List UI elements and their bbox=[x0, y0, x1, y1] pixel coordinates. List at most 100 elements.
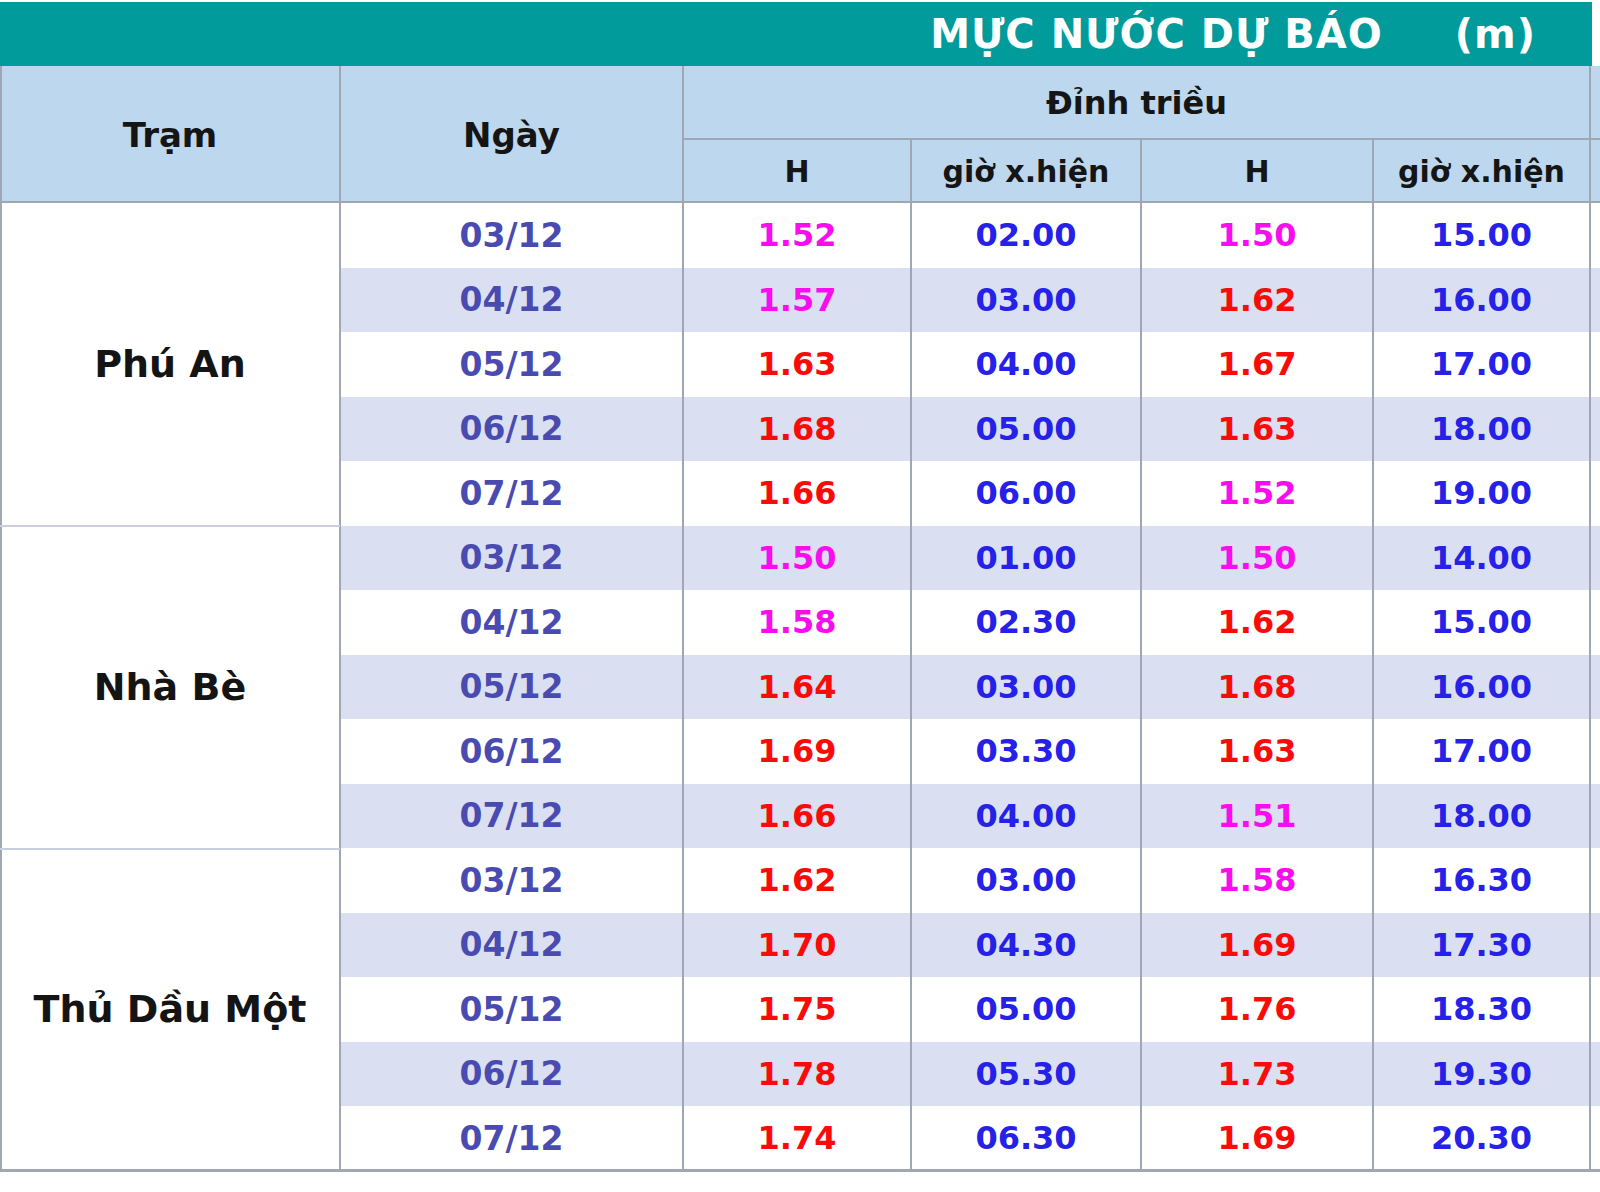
h1-value-cell: 1.78 bbox=[683, 1042, 911, 1107]
header-bottom-border bbox=[0, 201, 1600, 203]
date-cell: 03/12 bbox=[340, 526, 683, 591]
h2-value-cell: 1.67 bbox=[1141, 332, 1373, 397]
h2-value-cell: 1.62 bbox=[1141, 590, 1373, 655]
h2-value-cell: 1.50 bbox=[1141, 526, 1373, 591]
date-cell: 07/12 bbox=[340, 461, 683, 526]
time2-cell: 19.30 bbox=[1373, 1042, 1590, 1107]
time1-cell: 04.30 bbox=[911, 913, 1141, 978]
time1-cell: 04.00 bbox=[911, 784, 1141, 849]
water-level-forecast-table: MỰC NƯỚC DỰ BÁO (m) Trạm Ngày Đỉnh triều… bbox=[0, 0, 1600, 1192]
table-right-border bbox=[1589, 66, 1591, 1171]
time2-cell: 19.00 bbox=[1373, 461, 1590, 526]
date-cell: 05/12 bbox=[340, 655, 683, 720]
time2-cell: 14.00 bbox=[1373, 526, 1590, 591]
time2-cell: 15.00 bbox=[1373, 590, 1590, 655]
station-name-cell: Phú An bbox=[0, 203, 340, 526]
time2-cell: 16.30 bbox=[1373, 848, 1590, 913]
table-grid: Trạm Ngày Đỉnh triều H giờ x.hiện H giờ … bbox=[0, 66, 1600, 1171]
time1-cell: 03.30 bbox=[911, 719, 1141, 784]
table-bottom-border bbox=[0, 1169, 1600, 1172]
h2-value-cell: 1.52 bbox=[1141, 461, 1373, 526]
time2-cell: 18.00 bbox=[1373, 397, 1590, 462]
tide-peak-underline bbox=[682, 138, 1600, 140]
time1-cell: 04.00 bbox=[911, 332, 1141, 397]
date-cell: 04/12 bbox=[340, 268, 683, 333]
time1-cell: 03.00 bbox=[911, 655, 1141, 720]
time2-cell: 17.30 bbox=[1373, 913, 1590, 978]
date-cell: 05/12 bbox=[340, 332, 683, 397]
column-header-time-2: giờ x.hiện bbox=[1373, 139, 1590, 203]
time1-cell: 02.00 bbox=[911, 203, 1141, 268]
date-cell: 03/12 bbox=[340, 848, 683, 913]
station-name-cell: Thủ Dầu Một bbox=[0, 848, 340, 1171]
time1-cell: 05.30 bbox=[911, 1042, 1141, 1107]
table-left-border bbox=[0, 66, 2, 1171]
time1-cell: 03.00 bbox=[911, 268, 1141, 333]
column-header-tide-peak: Đỉnh triều bbox=[683, 66, 1590, 139]
h1-value-cell: 1.58 bbox=[683, 590, 911, 655]
title-bar: MỰC NƯỚC DỰ BÁO (m) bbox=[0, 2, 1592, 66]
time2-cell: 15.00 bbox=[1373, 203, 1590, 268]
date-cell: 07/12 bbox=[340, 784, 683, 849]
h2-value-cell: 1.69 bbox=[1141, 1106, 1373, 1171]
time2-cell: 16.00 bbox=[1373, 268, 1590, 333]
page-title: MỰC NƯỚC DỰ BÁO bbox=[930, 11, 1383, 57]
time1-cell: 06.00 bbox=[911, 461, 1141, 526]
h1-value-cell: 1.68 bbox=[683, 397, 911, 462]
column-divider bbox=[1372, 139, 1374, 1171]
time1-cell: 03.00 bbox=[911, 848, 1141, 913]
date-cell: 06/12 bbox=[340, 719, 683, 784]
h2-value-cell: 1.63 bbox=[1141, 397, 1373, 462]
date-cell: 03/12 bbox=[340, 203, 683, 268]
column-divider bbox=[1140, 139, 1142, 1171]
date-cell: 05/12 bbox=[340, 977, 683, 1042]
h1-value-cell: 1.70 bbox=[683, 913, 911, 978]
h2-value-cell: 1.58 bbox=[1141, 848, 1373, 913]
h1-value-cell: 1.69 bbox=[683, 719, 911, 784]
h1-value-cell: 1.52 bbox=[683, 203, 911, 268]
time2-cell: 17.00 bbox=[1373, 719, 1590, 784]
h1-value-cell: 1.62 bbox=[683, 848, 911, 913]
station-block-divider bbox=[0, 525, 340, 527]
column-header-date: Ngày bbox=[340, 66, 683, 203]
h2-value-cell: 1.50 bbox=[1141, 203, 1373, 268]
date-cell: 06/12 bbox=[340, 397, 683, 462]
h1-value-cell: 1.74 bbox=[683, 1106, 911, 1171]
time2-cell: 20.30 bbox=[1373, 1106, 1590, 1171]
time1-cell: 06.30 bbox=[911, 1106, 1141, 1171]
h2-value-cell: 1.76 bbox=[1141, 977, 1373, 1042]
date-cell: 06/12 bbox=[340, 1042, 683, 1107]
column-header-h-2: H bbox=[1141, 139, 1373, 203]
h2-value-cell: 1.63 bbox=[1141, 719, 1373, 784]
column-header-station: Trạm bbox=[0, 66, 340, 203]
h2-value-cell: 1.51 bbox=[1141, 784, 1373, 849]
column-header-h-1: H bbox=[683, 139, 911, 203]
column-divider bbox=[682, 66, 684, 1171]
date-cell: 07/12 bbox=[340, 1106, 683, 1171]
h2-value-cell: 1.68 bbox=[1141, 655, 1373, 720]
time2-cell: 18.30 bbox=[1373, 977, 1590, 1042]
time1-cell: 01.00 bbox=[911, 526, 1141, 591]
time1-cell: 02.30 bbox=[911, 590, 1141, 655]
column-divider bbox=[339, 66, 341, 1171]
station-block-divider bbox=[0, 848, 340, 850]
h1-value-cell: 1.75 bbox=[683, 977, 911, 1042]
h1-value-cell: 1.66 bbox=[683, 461, 911, 526]
date-cell: 04/12 bbox=[340, 590, 683, 655]
time2-cell: 18.00 bbox=[1373, 784, 1590, 849]
time2-cell: 16.00 bbox=[1373, 655, 1590, 720]
unit-label: (m) bbox=[1455, 11, 1536, 57]
h2-value-cell: 1.62 bbox=[1141, 268, 1373, 333]
time2-cell: 17.00 bbox=[1373, 332, 1590, 397]
station-name-cell: Nhà Bè bbox=[0, 526, 340, 849]
time1-cell: 05.00 bbox=[911, 977, 1141, 1042]
h2-value-cell: 1.69 bbox=[1141, 913, 1373, 978]
h1-value-cell: 1.64 bbox=[683, 655, 911, 720]
h2-value-cell: 1.73 bbox=[1141, 1042, 1373, 1107]
h1-value-cell: 1.66 bbox=[683, 784, 911, 849]
h1-value-cell: 1.57 bbox=[683, 268, 911, 333]
date-cell: 04/12 bbox=[340, 913, 683, 978]
time1-cell: 05.00 bbox=[911, 397, 1141, 462]
column-header-time-1: giờ x.hiện bbox=[911, 139, 1141, 203]
h1-value-cell: 1.63 bbox=[683, 332, 911, 397]
